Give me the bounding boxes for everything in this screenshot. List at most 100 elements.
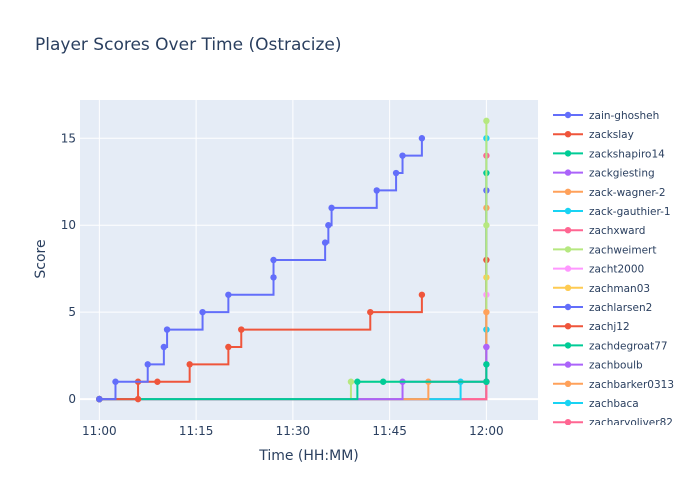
data-point[interactable] — [483, 308, 490, 316]
legend-swatch-marker — [564, 399, 572, 407]
legend-item[interactable]: zachboulb — [553, 360, 643, 372]
legend-swatch-marker — [564, 419, 572, 425]
legend-item[interactable]: zachbaca — [553, 398, 639, 410]
legend-item[interactable]: zachxward — [553, 225, 645, 237]
x-tick-label: 11:45 — [372, 424, 407, 438]
data-point[interactable] — [225, 291, 232, 298]
legend-label: zachj12 — [589, 321, 630, 333]
data-point[interactable] — [392, 169, 400, 177]
x-tick-label: 11:00 — [82, 424, 117, 438]
legend-swatch-marker — [564, 323, 572, 330]
data-point[interactable] — [483, 378, 490, 385]
legend-swatch-marker — [564, 150, 572, 157]
y-tick-label: 5 — [68, 305, 76, 319]
legend-label: zachweimert — [589, 244, 656, 256]
chart-title: Player Scores Over Time (Ostracize) — [35, 35, 342, 55]
legend-swatch-marker — [564, 342, 572, 349]
legend-item[interactable]: zachlarsen2 — [553, 302, 652, 314]
legend-swatch-marker — [564, 111, 572, 119]
data-point[interactable] — [144, 361, 151, 368]
legend-item[interactable]: zack-wagner-2 — [553, 187, 666, 199]
data-point[interactable] — [96, 395, 103, 403]
legend-label: zachxward — [589, 225, 645, 237]
data-point[interactable] — [483, 361, 490, 368]
legend-swatch-marker — [564, 303, 572, 311]
legend-label: zackgiesting — [589, 168, 655, 180]
axis-ticks: 11:00 11:15 11:30 11:45 12:00 0 5 10 15 — [61, 131, 504, 438]
legend-item[interactable]: zackshapiro14 — [553, 148, 665, 160]
legend-label: zacht2000 — [589, 264, 644, 276]
legend-label: zachboulb — [589, 360, 643, 372]
legend-label: zachdegroat77 — [589, 340, 668, 352]
data-point[interactable] — [270, 274, 277, 281]
legend-swatch-marker — [564, 207, 572, 215]
legend-label: zachbarker0313 — [589, 379, 674, 391]
legend-item[interactable]: zachj12 — [553, 321, 630, 333]
data-point[interactable] — [373, 187, 380, 194]
data-point[interactable] — [321, 239, 329, 246]
data-point[interactable] — [325, 222, 332, 229]
data-point[interactable] — [483, 343, 490, 351]
legend-label: zack-gauthier-1 — [589, 206, 671, 218]
data-point[interactable] — [154, 378, 161, 385]
data-point[interactable] — [160, 343, 168, 351]
legend-item[interactable]: zack-gauthier-1 — [553, 206, 671, 218]
series-zain-ghosheh[interactable] — [96, 135, 426, 403]
y-axis-title: Score — [33, 239, 49, 278]
legend-label: zachlarsen2 — [589, 302, 652, 314]
data-point[interactable] — [328, 204, 335, 212]
data-point[interactable] — [367, 308, 374, 316]
legend-label: zacharyoliver82 — [589, 417, 673, 429]
data-point[interactable] — [225, 343, 232, 351]
legend[interactable]: zain-ghosheh zackslay zackshapiro14 zackgie… — [553, 110, 674, 429]
data-point[interactable] — [399, 152, 406, 159]
x-tick-label: 11:30 — [276, 424, 311, 438]
legend-swatch-marker — [564, 284, 572, 291]
legend-item[interactable]: zacht2000 — [553, 264, 644, 276]
x-tick-label: 11:15 — [179, 424, 214, 438]
x-axis-title: Time (HH:MM) — [258, 448, 359, 464]
legend-label: zackslay — [589, 129, 634, 141]
legend-swatch-marker — [564, 227, 572, 234]
legend-item[interactable]: zackslay — [553, 129, 634, 141]
data-point[interactable] — [270, 256, 277, 264]
data-point[interactable] — [483, 117, 490, 125]
legend-swatch-marker — [564, 380, 572, 387]
data-point[interactable] — [347, 378, 355, 385]
legend-label: zackshapiro14 — [589, 148, 665, 160]
legend-swatch-marker — [564, 188, 572, 195]
series-group — [96, 117, 490, 403]
y-tick-label: 10 — [61, 218, 76, 232]
data-point[interactable] — [354, 378, 361, 385]
data-point[interactable] — [186, 361, 193, 368]
legend-label: zachbaca — [589, 398, 639, 410]
data-point[interactable] — [418, 291, 426, 298]
data-point[interactable] — [199, 308, 206, 316]
data-point[interactable] — [418, 135, 426, 142]
data-point[interactable] — [483, 222, 490, 229]
legend-item[interactable]: zackgiesting — [553, 168, 655, 180]
legend-label: zain-ghosheh — [589, 110, 659, 122]
data-point[interactable] — [112, 378, 119, 385]
legend-item[interactable]: zachdegroat77 — [553, 340, 668, 352]
legend-item[interactable]: zachman03 — [553, 283, 650, 295]
data-point[interactable] — [379, 378, 387, 385]
y-tick-label: 0 — [68, 392, 76, 406]
legend-item[interactable]: zain-ghosheh — [553, 110, 659, 122]
legend-item[interactable]: zacharyoliver82 — [553, 417, 673, 429]
legend-swatch-marker — [564, 265, 572, 272]
legend-swatch-marker — [564, 361, 572, 368]
data-point[interactable] — [134, 395, 142, 403]
legend-label: zachman03 — [589, 283, 650, 295]
data-point[interactable] — [163, 326, 171, 333]
legend-item[interactable]: zachbarker0313 — [553, 379, 674, 391]
legend-swatch-marker — [564, 169, 572, 176]
legend-label: zack-wagner-2 — [589, 187, 666, 199]
y-tick-label: 15 — [61, 131, 76, 145]
legend-swatch-marker — [564, 246, 572, 253]
data-point[interactable] — [238, 326, 245, 333]
x-tick-label: 12:00 — [469, 424, 504, 438]
legend-item[interactable]: zachweimert — [553, 244, 656, 256]
